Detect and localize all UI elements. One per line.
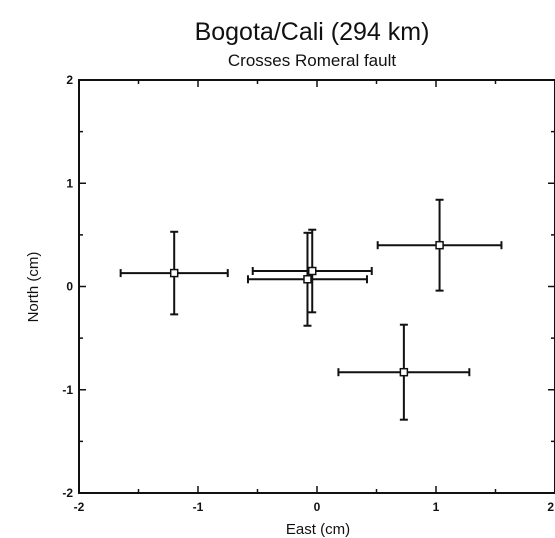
data-point	[337, 323, 471, 421]
point-marker	[303, 275, 312, 284]
data-points	[119, 198, 503, 421]
y-tick-label: 2	[66, 73, 73, 87]
y-axis-label: North (cm)	[25, 252, 42, 323]
chart-subtitle: Crosses Romeral fault	[228, 51, 396, 70]
point-marker	[399, 367, 409, 377]
axis-ticks: -2 -1 0 1 2 -2 -1 0 1 2	[62, 73, 555, 514]
x-axis-label: East (cm)	[286, 521, 350, 538]
x-tick-label: 1	[433, 500, 440, 514]
point-marker	[435, 240, 444, 250]
y-tick-label: 1	[66, 176, 73, 190]
x-tick-label: -2	[74, 500, 85, 514]
plot-frame	[78, 79, 555, 494]
data-point	[246, 231, 368, 327]
y-tick-label: -2	[62, 486, 73, 500]
y-tick-label: -1	[62, 383, 73, 397]
x-tick-label: 0	[314, 500, 321, 514]
point-marker	[307, 266, 317, 276]
data-point	[119, 230, 229, 316]
x-tick-label: 2	[547, 500, 554, 514]
chart-title: Bogota/Cali (294 km)	[195, 18, 430, 46]
x-tick-label: -1	[193, 500, 204, 514]
point-marker	[169, 268, 179, 278]
y-tick-label: 0	[66, 280, 73, 294]
data-point	[376, 198, 503, 292]
data-point	[251, 228, 373, 314]
